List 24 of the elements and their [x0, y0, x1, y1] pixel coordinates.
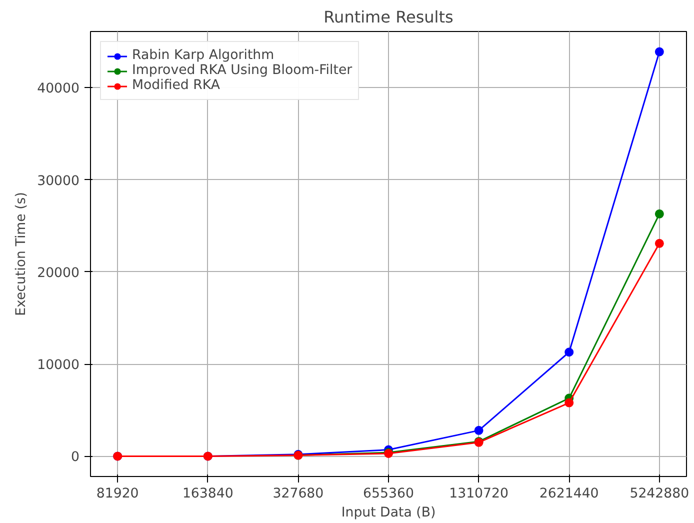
y-tick-label: 10000 — [37, 358, 80, 374]
y-tick-label: 40000 — [37, 82, 80, 97]
y-tick-label: 30000 — [37, 174, 80, 189]
x-tick-label: 327680 — [272, 486, 324, 502]
x-axis-title: Input Data (B) — [341, 506, 436, 520]
y-axis-title: Execution Time (s) — [14, 192, 30, 316]
chart-title: Runtime Results — [324, 8, 454, 26]
legend-label: Improved RKA Using Bloom-Filter — [132, 63, 352, 78]
legend-label: Modified RKA — [132, 78, 220, 93]
point — [474, 426, 484, 435]
point — [654, 209, 664, 218]
x-tick-label: 81920 — [96, 486, 139, 502]
y-tick-label: 0 — [71, 450, 80, 466]
y-tick-label: 20000 — [37, 266, 80, 281]
x-tick-label: 1310720 — [449, 486, 508, 502]
legend-label: Rabin Karp Algorithm — [132, 48, 274, 63]
x-tick-label: 2621440 — [539, 486, 599, 502]
point — [564, 348, 574, 357]
point — [564, 398, 574, 408]
point — [654, 47, 664, 56]
x-tick-label: 5242880 — [630, 486, 690, 502]
point — [654, 238, 664, 248]
x-tick-label: 655360 — [363, 486, 414, 502]
x-tick-label: 163840 — [182, 486, 234, 502]
